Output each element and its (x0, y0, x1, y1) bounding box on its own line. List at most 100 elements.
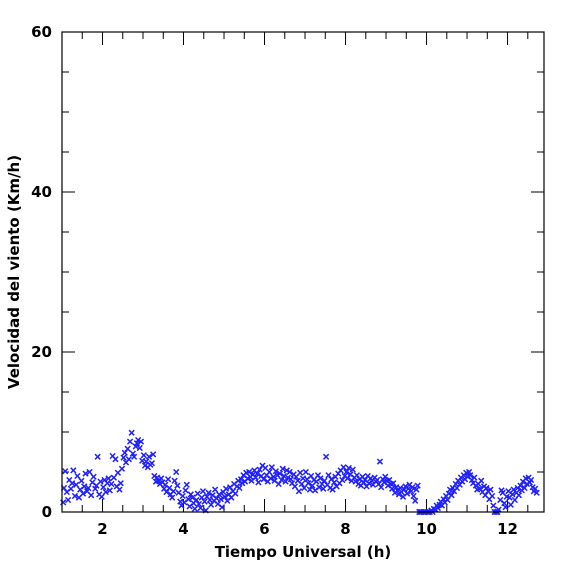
data-point (118, 465, 126, 472)
data-point (130, 453, 138, 460)
data-point (343, 468, 350, 476)
data-point (252, 474, 259, 481)
data-point (388, 485, 396, 492)
y-axis-label: Velocidad del viento (Km/h) (5, 155, 23, 389)
data-point (71, 492, 79, 500)
data-point (478, 477, 485, 484)
data-point (67, 485, 75, 492)
axis-ticks (61, 31, 544, 513)
data-point (301, 484, 308, 492)
data-point (150, 451, 157, 458)
data-point (117, 480, 124, 487)
data-point (397, 484, 404, 492)
data-point (102, 488, 109, 496)
data-point (82, 470, 89, 477)
data-point (331, 479, 338, 486)
x-tick-label: 8 (340, 520, 350, 538)
data-point (282, 478, 289, 485)
data-point (255, 479, 262, 486)
data-point (344, 475, 351, 482)
data-point (254, 470, 261, 477)
data-point (287, 476, 294, 483)
data-point (185, 496, 192, 503)
data-point (373, 476, 381, 484)
data-point (489, 492, 496, 500)
data-point (295, 488, 303, 495)
data-point (517, 482, 524, 489)
data-point (68, 480, 76, 487)
data-point (97, 478, 104, 485)
data-point (163, 488, 170, 496)
data-point (531, 485, 539, 492)
data-point (124, 445, 131, 452)
data-point (136, 444, 143, 452)
x-axis-label: Tiempo Universal (h) (215, 543, 392, 561)
data-point (533, 489, 540, 496)
y-tick-label: 20 (31, 343, 52, 361)
data-point (345, 464, 352, 472)
data-point (521, 484, 528, 492)
data-point (164, 476, 172, 483)
data-point (349, 466, 356, 473)
data-point (414, 482, 421, 489)
data-point (106, 487, 113, 494)
data-point (64, 496, 72, 504)
data-point (260, 476, 267, 483)
data-point (272, 468, 279, 475)
data-point (207, 501, 215, 508)
data-point (507, 501, 514, 508)
data-point (74, 472, 81, 480)
data-point (112, 456, 119, 463)
data-point (325, 472, 332, 479)
data-point (511, 496, 518, 504)
data-point (291, 483, 299, 490)
data-point (108, 480, 115, 488)
y-tick-label: 60 (31, 23, 52, 41)
data-point (413, 486, 420, 493)
data-point (408, 488, 415, 495)
data-point (126, 438, 134, 445)
data-point (179, 492, 186, 500)
data-point (495, 506, 502, 513)
data-point (471, 474, 478, 481)
data-point (232, 490, 239, 497)
data-point (276, 470, 284, 477)
data-point (390, 480, 397, 487)
data-point (81, 483, 88, 490)
data-point (297, 469, 304, 476)
data-point (409, 484, 416, 491)
data-point (434, 504, 442, 512)
data-point (120, 454, 127, 461)
data-point (502, 504, 509, 511)
data-point (280, 472, 288, 480)
data-point (169, 494, 176, 501)
data-point (116, 486, 123, 493)
data-point (187, 491, 194, 498)
y-tick-label: 40 (31, 183, 52, 201)
data-point (60, 499, 67, 506)
data-point (211, 486, 219, 493)
data-point (195, 500, 203, 508)
data-point (448, 492, 455, 499)
data-point (501, 500, 508, 507)
data-point (279, 465, 286, 472)
data-point (193, 496, 200, 504)
x-tick-label: 2 (97, 520, 107, 538)
data-point (378, 484, 385, 491)
data-point (245, 468, 253, 476)
data-point (173, 468, 180, 476)
data-point (98, 493, 105, 500)
data-points (60, 429, 540, 516)
data-point (189, 494, 196, 501)
data-point (236, 484, 243, 492)
data-point (509, 491, 516, 498)
tick-labels: 2 4 6 8 10 12 0 20 40 60 (31, 23, 518, 538)
data-point (73, 481, 80, 488)
data-point (403, 490, 411, 497)
x-tick-label: 10 (416, 520, 437, 538)
data-point (527, 476, 535, 484)
data-point (266, 468, 273, 476)
x-tick-label: 12 (497, 520, 518, 538)
data-point (444, 496, 451, 504)
